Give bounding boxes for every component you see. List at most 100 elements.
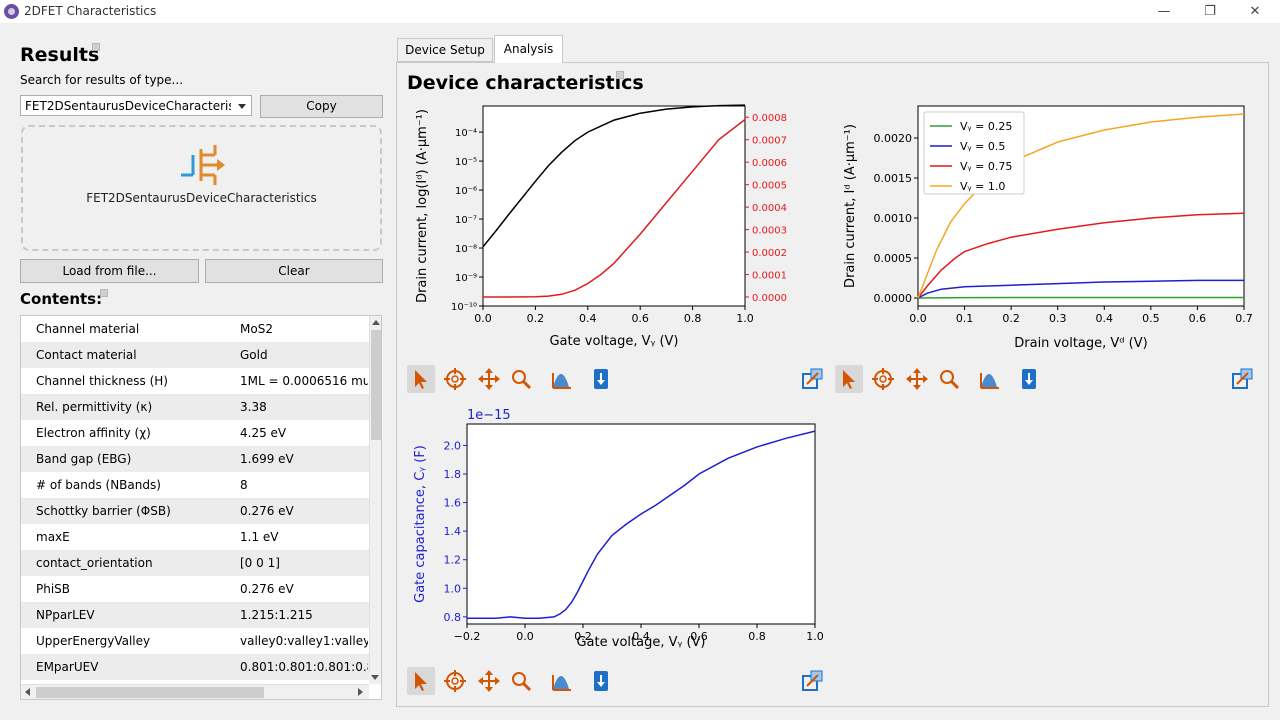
table-row[interactable]: EMparUEV 0.801:0.801:0.801:0.8 — [21, 654, 369, 680]
x-tick-label: 0.5 — [1142, 312, 1160, 325]
pointer-icon[interactable] — [835, 365, 863, 393]
table-row[interactable]: Band gap (EBG) 1.699 eV — [21, 446, 369, 472]
close-button[interactable]: ✕ — [1249, 4, 1261, 19]
horizontal-scrollbar[interactable] — [21, 684, 369, 699]
y-left-axis-label: Drain current, log(Iᵈ) (A·μm⁻¹) — [415, 109, 430, 303]
row-value: 0.276 eV — [240, 504, 294, 518]
series-line — [917, 296, 1244, 299]
table-row[interactable]: Schottky barrier (ΦSB) 0.276 eV — [21, 498, 369, 524]
pan-icon[interactable] — [475, 365, 503, 393]
zoom-icon[interactable] — [507, 365, 535, 393]
crosshair-icon[interactable] — [869, 365, 897, 393]
minimize-button[interactable]: — — [1157, 4, 1171, 19]
zoom-icon[interactable] — [935, 365, 963, 393]
transfer-characteristics-chart[interactable]: 0.0 0.2 0.4 0.6 0.8 1.0 10⁻¹⁰ 10⁻⁹ 10⁻⁸ 10⁻⁷ 10⁻⁶ 1… — [405, 92, 805, 354]
restore-button[interactable]: ❐ — [1204, 4, 1216, 19]
gate-capacitance-chart[interactable]: −0.2 0.0 0.2 0.4 0.6 0.8 1.0 0.8 1.0 1.2 1.4 1.6 1.8… — [405, 400, 835, 656]
popout-icon[interactable] — [1228, 365, 1256, 393]
table-row[interactable]: NPparLEV 1.215:1.215 — [21, 602, 369, 628]
save-icon[interactable] — [1015, 365, 1043, 393]
pan-icon[interactable] — [903, 365, 931, 393]
y-axis-label: Gate capacitance, Cᵧ (F) — [413, 445, 428, 603]
legend-box — [923, 111, 1025, 195]
x-axis-label: Gate voltage, Vᵧ (V) — [549, 334, 678, 349]
table-row[interactable]: contact_orientation [0 0 1] — [21, 550, 369, 576]
contents-table[interactable]: Channel material MoS2 Contact material Gold… — [20, 315, 382, 700]
pointer-icon[interactable] — [407, 365, 435, 393]
curve-fit-icon[interactable] — [547, 365, 575, 393]
result-drop-zone[interactable]: FET2DSentaurusDeviceCharacteristics — [21, 125, 382, 251]
vertical-scrollbar[interactable] — [369, 316, 381, 679]
popout-icon[interactable] — [798, 667, 826, 695]
y-axis-label: Drain current, Iᵈ (A·μm⁻¹) — [843, 124, 858, 288]
save-icon[interactable] — [587, 667, 615, 695]
scroll-up-icon[interactable] — [372, 320, 380, 325]
plot-area — [466, 423, 816, 625]
y-right-tick-label: 0.0003 — [752, 226, 787, 237]
row-key: Schottky barrier (ΦSB) — [36, 504, 171, 518]
vertical-scroll-thumb[interactable] — [371, 330, 381, 440]
result-type-select[interactable]: FET2DSentaurusDeviceCharacteristics — [20, 95, 252, 116]
table-row[interactable]: Rel. permittivity (κ) 3.38 — [21, 394, 369, 420]
curve-fit-icon[interactable] — [975, 365, 1003, 393]
x-tick-label: 0.2 — [1002, 312, 1020, 325]
crosshair-icon[interactable] — [441, 365, 469, 393]
scroll-right-icon[interactable] — [358, 688, 363, 696]
help-icon[interactable] — [92, 43, 100, 51]
row-key: PhiSB — [36, 582, 71, 596]
help-icon[interactable] — [616, 71, 624, 79]
row-value: [0 0 1] — [240, 556, 280, 570]
log-drain-current-line — [482, 104, 746, 248]
scroll-down-icon[interactable] — [371, 675, 379, 680]
scroll-down-area[interactable] — [369, 672, 381, 684]
row-key: Rel. permittivity (κ) — [36, 400, 153, 414]
y-tick-label: 1.2 — [444, 554, 462, 567]
clear-button[interactable]: Clear — [205, 259, 383, 283]
row-key: Channel thickness (H) — [36, 374, 168, 388]
y-tick-label: 0.8 — [444, 611, 462, 624]
y-right-tick-label: 0.0001 — [752, 271, 787, 282]
x-tick-label: 0.3 — [1049, 312, 1067, 325]
help-icon[interactable] — [100, 289, 108, 297]
save-icon[interactable] — [587, 365, 615, 393]
horizontal-scroll-thumb[interactable] — [36, 687, 264, 698]
y-left-tick-label: 10⁻⁵ — [455, 157, 477, 168]
app-icon — [4, 4, 19, 19]
table-row[interactable]: PhiSB 0.276 eV — [21, 576, 369, 602]
table-row[interactable]: # of bands (NBands) 8 — [21, 472, 369, 498]
row-key: Band gap (EBG) — [36, 452, 132, 466]
y-right-tick-label: 0.0002 — [752, 248, 787, 259]
scroll-left-icon[interactable] — [25, 688, 30, 696]
pan-icon[interactable] — [475, 667, 503, 695]
tab-device-setup[interactable]: Device Setup — [397, 38, 493, 62]
popout-icon[interactable] — [798, 365, 826, 393]
pointer-icon[interactable] — [407, 667, 435, 695]
crosshair-icon[interactable] — [441, 667, 469, 695]
table-row[interactable]: Contact material Gold — [21, 342, 369, 368]
legend-entry: Vᵧ = 0.75 — [960, 160, 1012, 173]
y-tick-label: 0.0020 — [874, 132, 913, 145]
series-line — [917, 279, 1244, 299]
tab-analysis[interactable]: Analysis — [494, 35, 563, 63]
row-key: NPparLEV — [36, 608, 95, 622]
table-row[interactable]: Channel thickness (H) 1ML = 0.0006516 mun — [21, 368, 369, 394]
load-from-file-button[interactable]: Load from file... — [20, 259, 199, 283]
legend-entry: Vᵧ = 0.5 — [960, 140, 1005, 153]
curve-fit-icon[interactable] — [547, 667, 575, 695]
table-row[interactable]: maxE 1.1 eV — [21, 524, 369, 550]
copy-button[interactable]: Copy — [260, 95, 383, 118]
y-right-tick-label: 0.0007 — [752, 136, 787, 147]
row-key: Channel material — [36, 322, 140, 336]
y-tick-label: 0.0000 — [874, 292, 913, 305]
drop-zone-label: FET2DSentaurusDeviceCharacteristics — [86, 191, 317, 205]
table-row[interactable]: Electron affinity (χ) 4.25 eV — [21, 420, 369, 446]
output-characteristics-chart[interactable]: 0.0 0.1 0.2 0.3 0.4 0.5 0.6 0.7 0.0000 0.0005 0.00… — [835, 92, 1255, 354]
table-row[interactable]: UpperEnergyValley valley0:valley1:valley2 — [21, 628, 369, 654]
table-row[interactable]: Channel material MoS2 — [21, 316, 369, 342]
y-tick-label: 1.8 — [444, 468, 462, 481]
row-key: Electron affinity (χ) — [36, 426, 151, 440]
row-value: 1ML = 0.0006516 mun — [240, 374, 368, 388]
y-left-tick-label: 10⁻⁴ — [455, 128, 477, 139]
zoom-icon[interactable] — [507, 667, 535, 695]
series-line — [917, 212, 1245, 299]
